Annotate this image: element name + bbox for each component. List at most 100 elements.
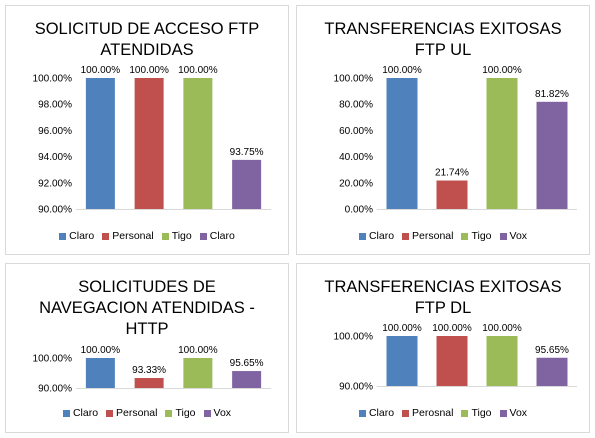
y-tick-label: 100.00% xyxy=(33,74,73,85)
legend-swatch xyxy=(402,409,410,417)
legend: Claro Personal Tigo Vox xyxy=(297,230,589,242)
legend-label: Tigo xyxy=(171,230,192,242)
legend-item: Personal xyxy=(102,230,154,242)
legend-swatch xyxy=(499,409,507,417)
chart-panel-ftp-dl: TRANSFERENCIAS EXITOSAS FTP DL 90.00% 100… xyxy=(296,263,590,433)
y-tick-label: 80.00% xyxy=(339,100,373,111)
data-label: 100.00% xyxy=(81,65,121,76)
legend-item: Claro xyxy=(358,407,395,419)
legend-swatch xyxy=(499,232,507,240)
legend-label: Claro xyxy=(209,230,235,242)
data-label: 100.00% xyxy=(432,323,472,334)
bar-chart-ftp-ul: 0.00% 20.00% 40.00% 60.00% 80.00% 100.00% 100.… xyxy=(334,65,577,216)
chart-title-line: ATENDIDAS xyxy=(100,41,194,59)
y-tick-label: 20.00% xyxy=(339,178,373,189)
legend-item: Perosnal xyxy=(402,407,453,419)
y-tick-label: 0.00% xyxy=(345,205,373,216)
legend-swatch xyxy=(199,232,207,240)
legend-item: Vox xyxy=(203,407,232,419)
legend-swatch xyxy=(358,232,366,240)
legend-swatch xyxy=(358,409,366,417)
chart-title-line: NAVEGACION ATENDIDAS - xyxy=(39,299,255,317)
data-label: 21.74% xyxy=(435,168,469,179)
chart-title-line: FTP UL xyxy=(414,41,472,59)
y-tick-label: 90.00% xyxy=(38,205,72,216)
bar xyxy=(232,371,262,388)
legend-label: Vox xyxy=(509,407,528,419)
legend: Claro Personal Tigo Claro xyxy=(6,230,288,242)
bar xyxy=(232,159,262,209)
y-tick-label: 90.00% xyxy=(38,384,72,395)
legend-item: Vox xyxy=(499,230,528,242)
bar xyxy=(536,357,568,386)
chart-title-line: HTTP xyxy=(125,320,169,338)
legend-label: Personal xyxy=(412,230,454,242)
data-label: 93.33% xyxy=(132,365,166,376)
legend-swatch xyxy=(59,232,67,240)
y-tick-label: 60.00% xyxy=(339,126,373,137)
bar-chart-ftp-dl: 90.00% 100.00% 100.00% 100.00% 100.00% 95.65% xyxy=(334,323,577,393)
data-label: 93.75% xyxy=(230,147,264,158)
legend-item: Tigo xyxy=(461,230,492,242)
legend-label: Claro xyxy=(368,230,395,242)
chart-panel-http: SOLICITUDES DE NAVEGACION ATENDIDAS - HT… xyxy=(5,263,289,433)
data-label: 100.00% xyxy=(129,65,169,76)
chart-title-line: TRANSFERENCIAS EXITOSAS xyxy=(324,20,562,38)
legend-swatch xyxy=(161,232,169,240)
y-tick-label: 90.00% xyxy=(339,382,373,393)
chart-title: TRANSFERENCIAS EXITOSAS FTP DL xyxy=(297,277,589,319)
data-label: 100.00% xyxy=(178,345,218,356)
y-tick-label: 100.00% xyxy=(334,332,374,343)
legend-item: Claro xyxy=(62,407,99,419)
y-tick-label: 94.00% xyxy=(38,152,72,163)
bar xyxy=(486,336,518,386)
y-tick-label: 100.00% xyxy=(33,354,73,365)
legend-label: Vox xyxy=(509,230,528,242)
bar xyxy=(386,336,418,386)
legend-item: Personal xyxy=(402,230,453,242)
legend-swatch xyxy=(102,232,110,240)
bar xyxy=(85,78,115,209)
bar xyxy=(436,336,468,386)
legend: Claro Personal Tigo Vox xyxy=(6,407,288,419)
legend-item: Claro xyxy=(358,230,395,242)
chart-title: TRANSFERENCIAS EXITOSAS FTP UL xyxy=(297,19,589,61)
y-tick-label: 98.00% xyxy=(38,100,72,111)
legend-label: Claro xyxy=(72,407,99,419)
bar xyxy=(436,180,468,209)
legend-label: Claro xyxy=(69,230,95,242)
legend-swatch xyxy=(203,409,211,417)
data-label: 95.65% xyxy=(535,345,569,356)
legend-item: Claro xyxy=(59,230,94,242)
data-label: 100.00% xyxy=(178,65,218,76)
chart-title-line: SOLICITUDES DE xyxy=(78,278,216,296)
legend-swatch xyxy=(461,232,469,240)
legend-swatch xyxy=(62,409,70,417)
legend-item: Claro xyxy=(199,230,235,242)
data-label: 100.00% xyxy=(482,65,522,76)
data-label: 100.00% xyxy=(382,65,422,76)
legend-label: Tigo xyxy=(471,230,492,242)
legend-swatch xyxy=(461,409,469,417)
chart-title-line: TRANSFERENCIAS EXITOSAS xyxy=(324,278,562,296)
y-tick-label: 92.00% xyxy=(38,178,72,189)
chart-panel-ftp-ul: TRANSFERENCIAS EXITOSAS FTP UL 0.00% 20.0… xyxy=(296,5,590,255)
legend-item: Tigo xyxy=(461,407,492,419)
y-tick-label: 100.00% xyxy=(334,74,374,85)
chart-title: SOLICITUD DE ACCESO FTP ATENDIDAS xyxy=(6,19,288,61)
legend-label: Claro xyxy=(368,407,395,419)
chart-title-line: SOLICITUD DE ACCESO FTP xyxy=(34,20,260,38)
legend-swatch xyxy=(402,232,410,240)
chart-title: SOLICITUDES DE NAVEGACION ATENDIDAS - HT… xyxy=(6,277,288,340)
bar xyxy=(134,78,164,209)
legend: Claro Perosnal Tigo Vox xyxy=(297,407,589,419)
data-label: 100.00% xyxy=(382,323,422,334)
legend-item: Personal xyxy=(106,407,157,419)
legend-label: Tigo xyxy=(175,407,196,419)
legend-label: Tigo xyxy=(471,407,492,419)
chart-title-line: FTP DL xyxy=(414,299,472,317)
bar xyxy=(134,378,164,388)
legend-item: Tigo xyxy=(161,230,192,242)
legend-label: Personal xyxy=(116,407,158,419)
legend-label: Vox xyxy=(213,407,232,419)
